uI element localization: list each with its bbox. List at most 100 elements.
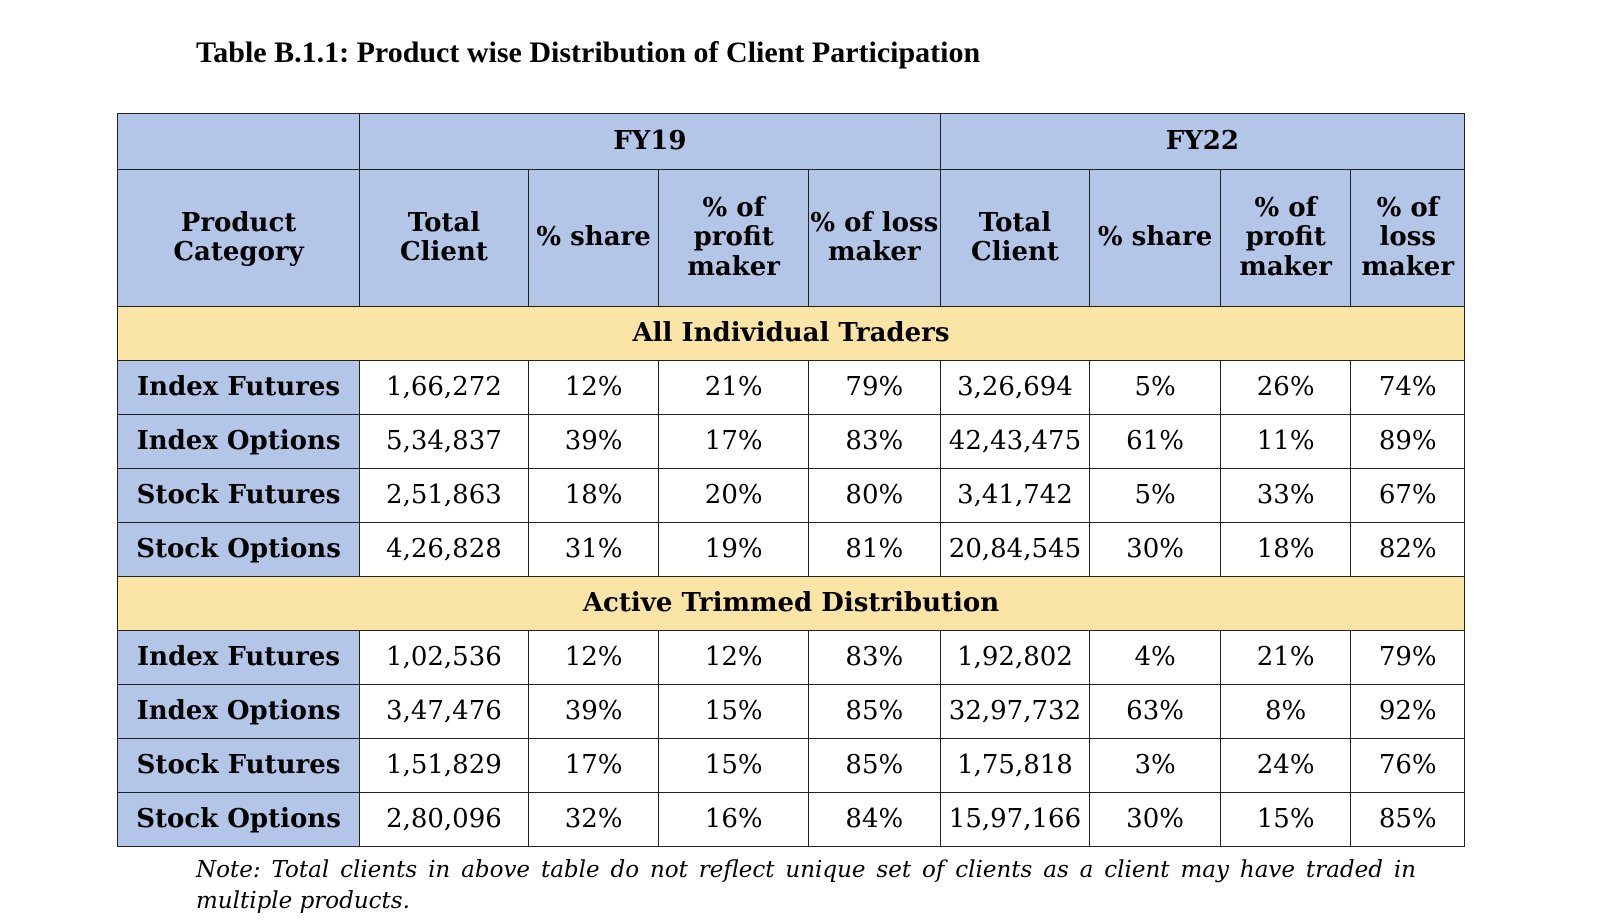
fy19-loss-maker-cell: 83% [808,414,941,469]
table-row: Index Options 5,34,837 39% 17% 83% 42,43,475 6… [116,414,1465,469]
blank-corner-cell [116,113,361,170]
fy22-total-client-cell: 3,26,694 [939,360,1091,415]
fy19-loss-maker-cell: 79% [808,360,941,415]
fy19-profit-maker-header: % of profit maker [658,169,810,307]
fy19-loss-maker-cell: 85% [808,684,941,739]
section-title: All Individual Traders [117,306,1465,361]
fy19-total-client-header: Total Client [359,169,529,307]
fy22-share-cell: 63% [1089,684,1221,739]
product-category-cell: Stock Futures [116,468,361,523]
product-category-header: Product Category [116,169,361,307]
fy19-total-client-cell: 5,34,837 [359,414,529,469]
fy22-total-client-header: Total Client [939,169,1091,307]
product-category-cell: Index Options [116,684,361,739]
fy19-share-cell: 39% [527,684,660,739]
fy19-total-client-cell: 3,47,476 [359,684,529,739]
fy19-share-cell: 39% [527,414,660,469]
fy19-total-client-cell: 2,80,096 [359,792,529,847]
fy19-loss-maker-cell: 81% [808,522,941,577]
fy22-total-client-cell: 1,75,818 [939,738,1091,793]
fy22-loss-maker-cell: 89% [1350,414,1465,469]
fy22-total-client-cell: 15,97,166 [939,792,1091,847]
fy19-profit-maker-cell: 17% [658,414,810,469]
table-row: Index Options 3,47,476 39% 15% 85% 32,97,732 6… [116,684,1465,739]
fy19-loss-maker-cell: 83% [808,630,941,685]
fy19-share-cell: 12% [527,360,660,415]
section-header-row: Active Trimmed Distribution [117,576,1465,631]
fy19-profit-maker-cell: 16% [658,792,810,847]
fy19-share-cell: 32% [527,792,660,847]
fy19-profit-maker-cell: 19% [658,522,810,577]
fy22-header: FY22 [939,113,1466,170]
product-category-cell: Index Futures [116,630,361,685]
section-title: Active Trimmed Distribution [117,576,1465,631]
fy22-profit-maker-cell: 33% [1219,468,1352,523]
fy22-profit-maker-cell: 15% [1219,792,1352,847]
fy22-profit-maker-cell: 26% [1219,360,1352,415]
fy22-total-client-cell: 3,41,742 [939,468,1091,523]
fy19-total-client-cell: 4,26,828 [359,522,529,577]
section-header-row: All Individual Traders [117,306,1465,361]
fy19-total-client-cell: 2,51,863 [359,468,529,523]
fy22-share-cell: 5% [1089,468,1221,523]
fy22-total-client-cell: 20,84,545 [939,522,1091,577]
fy19-loss-maker-cell: 85% [808,738,941,793]
table-row: Index Futures 1,02,536 12% 12% 83% 1,92,802 4%… [116,630,1465,685]
fy22-loss-maker-cell: 76% [1350,738,1465,793]
product-category-cell: Index Futures [116,360,361,415]
fy22-profit-maker-cell: 24% [1219,738,1352,793]
fy19-loss-maker-header: % of loss maker [808,169,941,307]
fy19-profit-maker-cell: 15% [658,684,810,739]
column-header-row: Product Category Total Client % share % … [116,169,1465,307]
product-category-cell: Index Options [116,414,361,469]
fy19-profit-maker-cell: 20% [658,468,810,523]
fy22-share-header: % share [1089,169,1221,307]
fy22-share-cell: 61% [1089,414,1221,469]
table-note: Note: Total clients in above table do no… [196,857,1416,914]
table-row: Stock Options 4,26,828 31% 19% 81% 20,84,545 3… [116,522,1465,577]
table-row: Stock Futures 1,51,829 17% 15% 85% 1,75,818 3%… [116,738,1465,793]
fy19-profit-maker-cell: 15% [658,738,810,793]
fy22-share-cell: 5% [1089,360,1221,415]
fy22-share-cell: 4% [1089,630,1221,685]
fy22-profit-maker-cell: 21% [1219,630,1352,685]
client-participation-table: FY19 FY22 Product Category Total Client … [116,113,1466,847]
product-category-cell: Stock Futures [116,738,361,793]
table-row: Stock Options 2,80,096 32% 16% 84% 15,97,166 3… [116,792,1465,847]
fy22-total-client-cell: 32,97,732 [939,684,1091,739]
fy22-profit-maker-header: % of profit maker [1219,169,1352,307]
table-row: Index Futures 1,66,272 12% 21% 79% 3,26,694 5%… [116,360,1465,415]
fy22-share-cell: 30% [1089,522,1221,577]
fy22-loss-maker-cell: 74% [1350,360,1465,415]
fy19-header: FY19 [359,113,941,170]
fy19-share-header: % share [527,169,660,307]
fy22-loss-maker-cell: 92% [1350,684,1465,739]
product-category-cell: Stock Options [116,792,361,847]
table-body: All Individual Traders Index Futures 1,66,… [116,306,1465,847]
fy19-total-client-cell: 1,66,272 [359,360,529,415]
fy19-total-client-cell: 1,02,536 [359,630,529,685]
fy19-share-cell: 12% [527,630,660,685]
fy22-loss-maker-cell: 82% [1350,522,1465,577]
fy19-loss-maker-cell: 80% [808,468,941,523]
fy19-profit-maker-cell: 21% [658,360,810,415]
fy19-share-cell: 17% [527,738,660,793]
fy22-loss-maker-cell: 79% [1350,630,1465,685]
fy19-profit-maker-cell: 12% [658,630,810,685]
fy19-total-client-cell: 1,51,829 [359,738,529,793]
fy19-share-cell: 18% [527,468,660,523]
fy22-profit-maker-cell: 11% [1219,414,1352,469]
fy22-total-client-cell: 42,43,475 [939,414,1091,469]
fy22-share-cell: 3% [1089,738,1221,793]
fy22-profit-maker-cell: 8% [1219,684,1352,739]
fy22-share-cell: 30% [1089,792,1221,847]
table-row: Stock Futures 2,51,863 18% 20% 80% 3,41,742 5%… [116,468,1465,523]
product-category-cell: Stock Options [116,522,361,577]
fy22-loss-maker-header: % of loss maker [1350,169,1465,307]
table-title: Table B.1.1: Product wise Distribution o… [196,36,981,69]
fy22-loss-maker-cell: 67% [1350,468,1465,523]
fy19-share-cell: 31% [527,522,660,577]
fy22-profit-maker-cell: 18% [1219,522,1352,577]
fy22-total-client-cell: 1,92,802 [939,630,1091,685]
fiscal-year-header-row: FY19 FY22 [116,113,1466,170]
